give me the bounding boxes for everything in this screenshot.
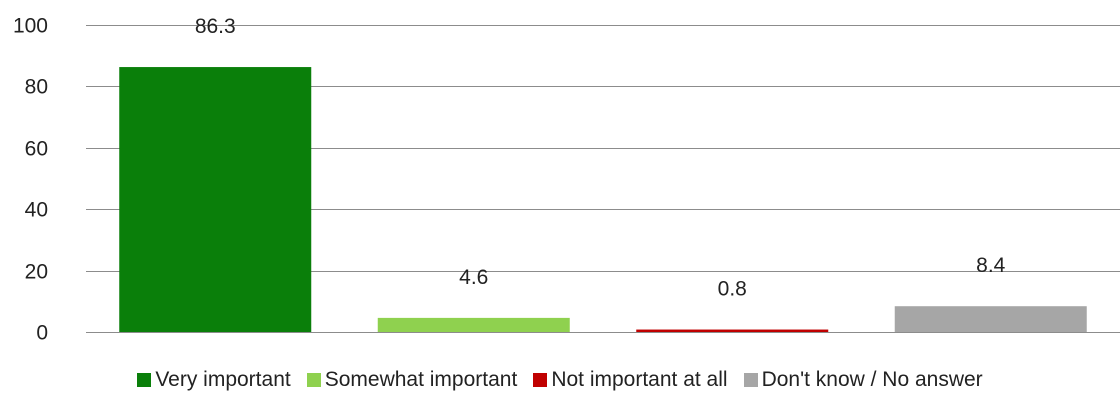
chart-legend: Very important Somewhat important Not impo…	[0, 368, 1120, 392]
y-tick-label: 100	[13, 15, 48, 38]
legend-swatch	[743, 373, 758, 387]
y-tick-label: 20	[25, 261, 48, 284]
legend-label: Somewhat important	[324, 368, 518, 391]
legend-label: Not important at all	[551, 368, 728, 391]
legend-item-2: Not important at all	[533, 368, 728, 392]
y-tick-label: 80	[25, 76, 48, 99]
legend-label: Don't know / No answer	[761, 368, 983, 391]
data-label-0: 86.3	[195, 15, 236, 38]
legend-item-0: Very important	[137, 368, 291, 392]
legend-swatch	[306, 373, 321, 387]
y-tick-label: 40	[25, 199, 48, 222]
y-tick-label: 60	[25, 138, 48, 161]
data-label-1: 4.6	[459, 266, 488, 289]
bar-3	[894, 306, 1087, 332]
data-label-2: 0.8	[718, 278, 747, 301]
legend-label: Very important	[155, 368, 291, 391]
bar-1	[377, 317, 570, 332]
legend-swatch	[137, 373, 152, 387]
legend-swatch	[533, 373, 548, 387]
legend-item-1: Somewhat important	[306, 368, 518, 392]
bar-0	[119, 67, 312, 333]
y-tick-label: 0	[36, 322, 48, 345]
data-label-3: 8.4	[976, 254, 1006, 277]
bar-2	[636, 329, 829, 332]
chart-plot-area: 0 20 40 60 80 100 86.3 4.6 0.8 8.4	[13, 15, 1120, 345]
legend-item-3: Don't know / No answer	[743, 368, 983, 392]
